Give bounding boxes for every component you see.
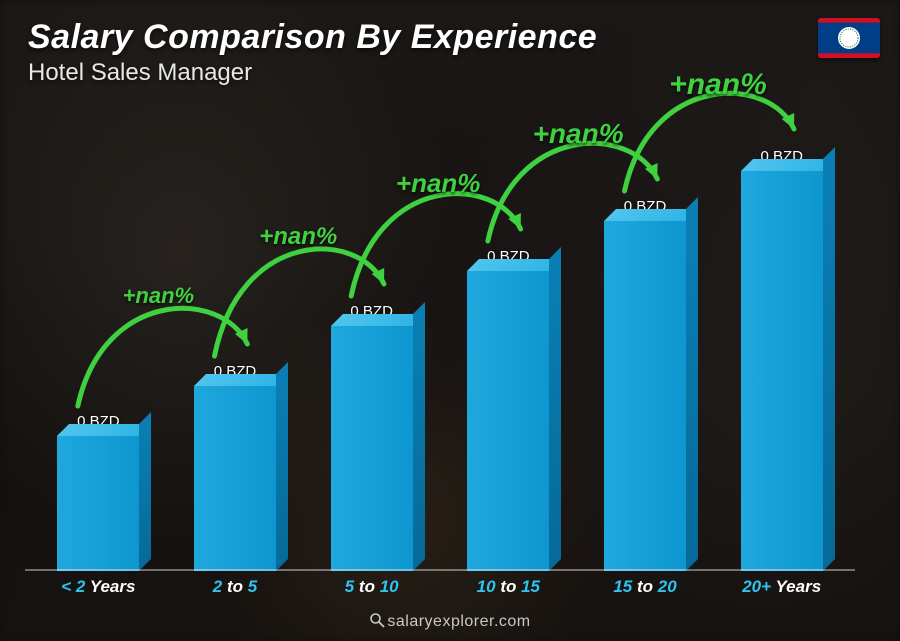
watermark-text: salaryexplorer.com: [387, 613, 530, 630]
growth-label: +nan%: [396, 168, 481, 199]
page-title: Salary Comparison By Experience: [28, 18, 810, 57]
bar-slot: 0 BZD: [30, 110, 167, 571]
growth-label: +nan%: [123, 283, 195, 309]
bar-slot: 0 BZD: [577, 110, 714, 571]
watermark: salaryexplorer.com: [0, 612, 900, 631]
bar: [604, 221, 686, 571]
bar-slot: 0 BZD: [713, 110, 850, 571]
bar-slot: 0 BZD: [167, 110, 304, 571]
bar: [467, 271, 549, 571]
growth-label: +nan%: [533, 118, 624, 150]
x-axis-label: 15 to 20: [577, 577, 714, 597]
x-axis-label: 20+ Years: [713, 577, 850, 597]
bar: [741, 171, 823, 571]
chart-area: 0 BZD0 BZD0 BZD0 BZD0 BZD0 BZD +nan%+nan…: [30, 110, 850, 571]
growth-label: +nan%: [669, 68, 767, 102]
search-icon: [369, 612, 385, 628]
x-axis-baseline: [25, 569, 855, 571]
bar: [57, 436, 139, 571]
x-axis-label: < 2 Years: [30, 577, 167, 597]
x-axis-label: 10 to 15: [440, 577, 577, 597]
bar: [194, 386, 276, 571]
bar: [331, 326, 413, 571]
x-axis: < 2 Years2 to 55 to 1010 to 1515 to 2020…: [30, 577, 850, 597]
x-axis-label: 5 to 10: [303, 577, 440, 597]
growth-label: +nan%: [259, 223, 337, 251]
x-axis-label: 2 to 5: [167, 577, 304, 597]
country-flag-belize: [818, 18, 880, 58]
